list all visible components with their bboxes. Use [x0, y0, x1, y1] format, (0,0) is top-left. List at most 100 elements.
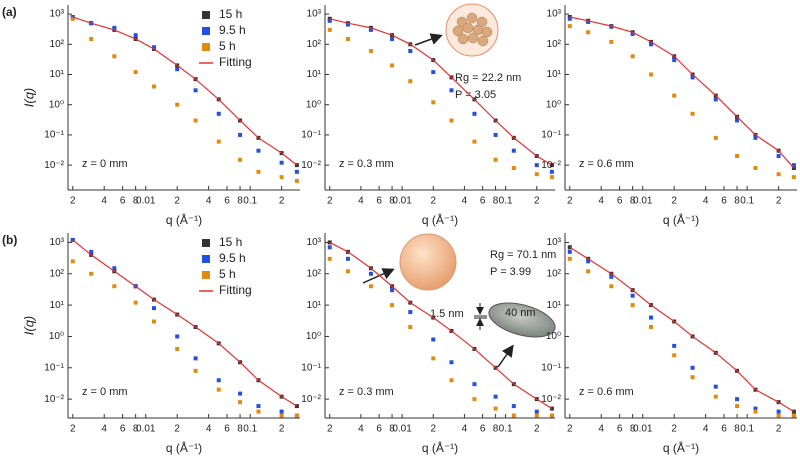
- data-point: [89, 36, 94, 41]
- data-point: [256, 169, 261, 174]
- x-tick-label: 6: [224, 424, 230, 435]
- data-point: [449, 88, 454, 93]
- y-tick-label: 10⁻²: [44, 160, 64, 171]
- legend-label: 5 h: [219, 267, 236, 281]
- data-point: [690, 75, 695, 80]
- data-point: [279, 160, 284, 165]
- data-point: [630, 54, 635, 59]
- data-point: [534, 413, 539, 418]
- data-point: [493, 394, 498, 399]
- x-tick-label: 6: [480, 196, 486, 207]
- y-tick-label: 10²: [307, 39, 322, 50]
- data-point: [549, 175, 554, 180]
- data-point: [327, 27, 332, 32]
- x-tick-label: 0.1: [740, 424, 754, 435]
- data-point: [431, 100, 436, 105]
- x-tick-label: 6: [224, 196, 230, 207]
- data-point: [735, 154, 740, 159]
- data-point: [493, 406, 498, 411]
- legend-swatch: [202, 239, 210, 247]
- data-point: [690, 375, 695, 380]
- x-tick-label: 8: [630, 196, 636, 207]
- data-point: [175, 67, 180, 72]
- fit-line: [329, 18, 553, 166]
- x-tick-label: 0.1: [243, 196, 257, 207]
- data-point: [609, 39, 614, 44]
- data-point: [390, 288, 395, 293]
- data-point: [672, 93, 677, 98]
- data-point: [672, 58, 677, 63]
- y-tick-label: 10⁻²: [301, 394, 321, 405]
- x-tick-label: 6: [376, 424, 382, 435]
- data-point: [776, 172, 781, 177]
- data-point: [534, 163, 539, 168]
- data-point: [294, 178, 299, 183]
- data-point: [133, 70, 138, 75]
- data-point: [735, 118, 740, 123]
- data-point: [713, 135, 718, 140]
- x-tick-label: 0.01: [392, 196, 412, 207]
- x-tick-label: 8: [389, 196, 395, 207]
- x-tick-label: 4: [462, 424, 468, 435]
- data-point: [89, 271, 94, 276]
- x-tick-label: 2: [567, 424, 573, 435]
- legend-label: Fitting: [219, 55, 252, 69]
- y-tick-label: 10³: [50, 9, 65, 20]
- data-point: [567, 24, 572, 29]
- y-tick-label: 10¹: [307, 300, 322, 311]
- y-tick-label: 10³: [547, 237, 562, 248]
- y-tick-label: 10³: [307, 237, 322, 248]
- data-point: [112, 54, 117, 59]
- x-tick-label: 0.01: [136, 424, 156, 435]
- y-tick-label: 10⁻¹: [44, 362, 64, 373]
- data-point: [193, 118, 198, 123]
- data-point: [408, 48, 413, 53]
- y-tick-label: 10¹: [547, 300, 562, 311]
- data-point: [549, 169, 554, 174]
- data-point: [713, 394, 718, 399]
- legend-swatch: [202, 11, 210, 19]
- x-axis-label: q (Å⁻¹): [422, 212, 458, 227]
- data-point: [70, 259, 75, 264]
- x-tick-label: 4: [101, 424, 107, 435]
- data-point: [368, 48, 373, 53]
- x-tick-label: 2: [174, 196, 180, 207]
- y-tick-label: 10²: [50, 268, 65, 279]
- data-point: [294, 413, 299, 418]
- data-point: [753, 409, 758, 414]
- legend-swatch: [202, 43, 210, 51]
- condition-note: z = 0 mm: [82, 158, 128, 170]
- x-tick-label: 4: [206, 424, 212, 435]
- sphere-inset: [362, 233, 457, 291]
- panel-label: (a): [2, 5, 17, 19]
- x-tick-label: 6: [120, 196, 126, 207]
- annotation: Rg = 22.2 nm: [455, 72, 521, 84]
- data-point: [294, 169, 299, 174]
- data-point: [431, 356, 436, 361]
- data-point: [791, 163, 796, 168]
- data-point: [390, 36, 395, 41]
- data-point: [408, 79, 413, 84]
- x-tick-label: 2: [327, 196, 333, 207]
- data-point: [327, 256, 332, 261]
- disk-inset: [474, 302, 556, 368]
- x-tick-label: 4: [598, 424, 604, 435]
- data-point: [408, 325, 413, 330]
- x-tick-label: 2: [327, 424, 333, 435]
- x-tick-label: 8: [237, 196, 243, 207]
- data-point: [472, 139, 477, 144]
- data-point: [753, 135, 758, 140]
- y-tick-label: 10³: [547, 9, 562, 20]
- y-tick-label: 10⁻¹: [541, 362, 561, 373]
- y-tick-label: 10²: [307, 268, 322, 279]
- data-point: [279, 413, 284, 418]
- legend-label: 9.5 h: [219, 251, 246, 265]
- data-point: [449, 360, 454, 365]
- data-point: [630, 31, 635, 36]
- y-tick-label: 10¹: [547, 69, 562, 80]
- data-point: [133, 33, 138, 38]
- x-tick-label: 6: [376, 196, 382, 207]
- legend-swatch: [202, 255, 210, 263]
- x-tick-label: 4: [703, 424, 709, 435]
